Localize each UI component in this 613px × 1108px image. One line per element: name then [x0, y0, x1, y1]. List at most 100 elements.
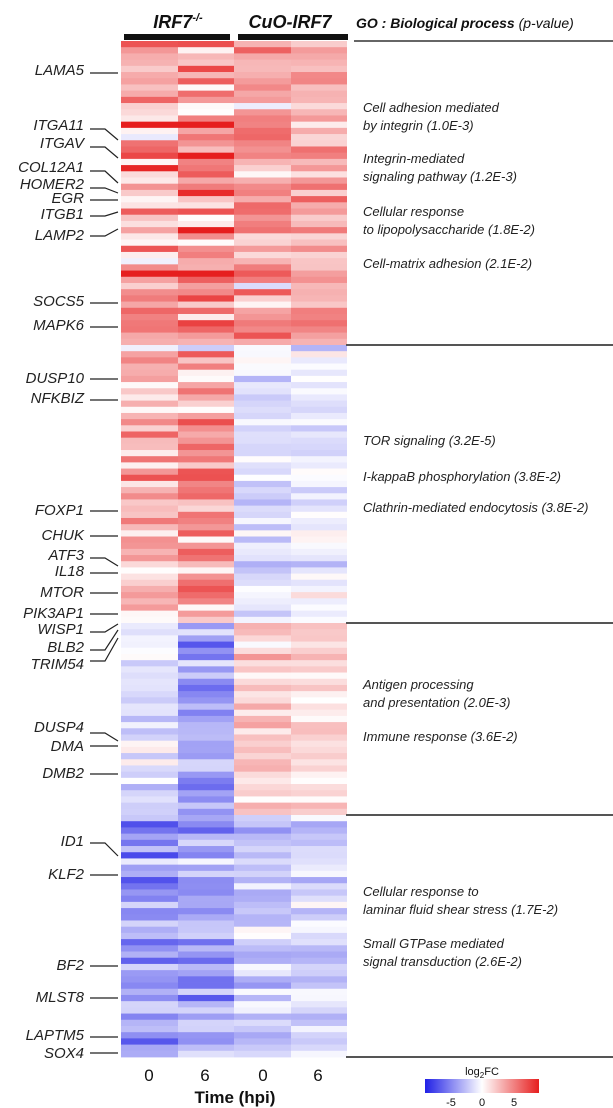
- heatmap-cell: [234, 765, 291, 773]
- heatmap-cell: [291, 976, 347, 983]
- heatmap-cell: [234, 338, 291, 346]
- heatmap-cell: [178, 109, 234, 116]
- heatmap-cell: [178, 647, 234, 655]
- go-term-label: Cell-matrix adhesion (2.1E-2): [363, 256, 532, 271]
- heatmap-cell: [291, 765, 347, 773]
- heatmap-cell: [178, 233, 234, 240]
- gene-label: DUSP10: [26, 370, 85, 387]
- heatmap-cell: [178, 363, 234, 371]
- go-term-label: signal transduction (2.6E-2): [363, 954, 522, 969]
- heatmap-cell: [291, 165, 347, 172]
- heatmap-cell: [234, 660, 291, 667]
- svg-text:IRF7-/-: IRF7-/-: [153, 12, 203, 32]
- heatmap-cell: [234, 728, 291, 735]
- heatmap-cell: [121, 988, 178, 996]
- heatmap-cell: [234, 363, 291, 371]
- gene-label: ITGAV: [40, 135, 86, 152]
- heatmap-cell: [121, 877, 178, 884]
- heatmap-cell: [121, 666, 178, 673]
- go-header: GO : Biological process (p-value): [356, 15, 574, 31]
- heatmap-cell: [291, 647, 347, 655]
- heatmap-cell: [291, 623, 347, 630]
- gene-label: BLB2: [47, 639, 84, 656]
- heatmap-cell: [178, 697, 234, 704]
- heatmap-cell: [234, 47, 291, 54]
- gene-label: ATF3: [47, 547, 84, 564]
- heatmap-cell: [291, 425, 347, 432]
- heatmap-cell: [291, 852, 347, 859]
- heatmap-cell: [121, 301, 178, 309]
- heatmap-cell: [178, 715, 234, 723]
- heatmap-cell: [291, 784, 347, 791]
- heatmap-cell: [178, 189, 234, 197]
- heatmap-cell: [291, 672, 347, 680]
- go-term-label: Small GTPase mediated: [363, 936, 505, 951]
- heatmap-cell: [121, 759, 178, 766]
- heatmap-cell: [291, 400, 347, 408]
- heatmap-cell: [234, 65, 291, 73]
- heatmap-cell: [121, 635, 178, 642]
- heatmap-cell: [234, 282, 291, 290]
- heatmap-cell: [291, 561, 347, 568]
- heatmap-cell: [291, 678, 347, 686]
- heatmap-cell: [291, 202, 347, 209]
- heatmap-cell: [291, 585, 347, 593]
- heatmap-cell: [121, 233, 178, 240]
- heatmap-cell: [291, 412, 347, 420]
- heatmap-cell: [178, 728, 234, 735]
- heatmap-cell: [291, 901, 347, 909]
- heatmap-cell: [121, 264, 178, 271]
- heatmap-cell: [234, 499, 291, 507]
- heatmap-cell: [291, 189, 347, 197]
- heatmap-cell: [178, 963, 234, 971]
- heatmap-cell: [234, 189, 291, 197]
- heatmap-cell: [234, 78, 291, 85]
- heatmap-cell: [121, 183, 178, 191]
- heatmap-cell: [291, 858, 347, 866]
- heatmap-cell: [121, 450, 178, 457]
- gene-label: FOXP1: [35, 502, 84, 519]
- gene-label: LAMP2: [35, 227, 85, 244]
- go-term-label: to lipopolysaccharide (1.8E-2): [363, 222, 535, 237]
- heatmap-cell: [178, 480, 234, 488]
- gene-label: SOCS5: [33, 293, 85, 310]
- x-tick-cuo-0: 0: [258, 1066, 267, 1085]
- heatmap-cell: [121, 338, 178, 346]
- heatmap-cell: [178, 1013, 234, 1021]
- colorbar: log2FC -5 0 5: [425, 1066, 539, 1108]
- heatmap-cell: [121, 883, 178, 890]
- heatmap-cell: [178, 406, 234, 414]
- heatmap-cell: [178, 72, 234, 79]
- heatmap-cell: [234, 592, 291, 599]
- heatmap-cell: [121, 103, 178, 110]
- heatmap-cell: [291, 846, 347, 853]
- heatmap-cell: [121, 870, 178, 878]
- heatmap-cell: [178, 604, 234, 612]
- heatmap-cell: [291, 332, 347, 340]
- heatmap-cell: [178, 388, 234, 395]
- heatmap-cell: [291, 827, 347, 835]
- heatmap-cell: [178, 47, 234, 54]
- gene-leader-line: [90, 557, 119, 567]
- heatmap-cell: [121, 307, 178, 315]
- heatmap-cell: [234, 1019, 291, 1027]
- gene-leader-line: [90, 170, 119, 184]
- heatmap-cell: [291, 65, 347, 73]
- heatmap-cell: [178, 839, 234, 847]
- heatmap-cell: [121, 270, 178, 278]
- heatmap-cell: [178, 579, 234, 587]
- heatmap-cell: [178, 976, 234, 983]
- heatmap-cell: [291, 1007, 347, 1014]
- heatmap-cell: [291, 771, 347, 779]
- heatmap-cell: [291, 604, 347, 612]
- heatmap-cell: [121, 146, 178, 154]
- heatmap-cell: [121, 672, 178, 680]
- heatmap-cell: [178, 740, 234, 748]
- heatmap-cell: [121, 499, 178, 507]
- heatmap-cell: [291, 1001, 347, 1008]
- heatmap-cell: [234, 976, 291, 983]
- heatmap-cell: [121, 802, 178, 810]
- heatmap-cell: [178, 326, 234, 333]
- heatmap-cell: [291, 740, 347, 748]
- go-term-label: Cell adhesion mediated: [363, 100, 500, 115]
